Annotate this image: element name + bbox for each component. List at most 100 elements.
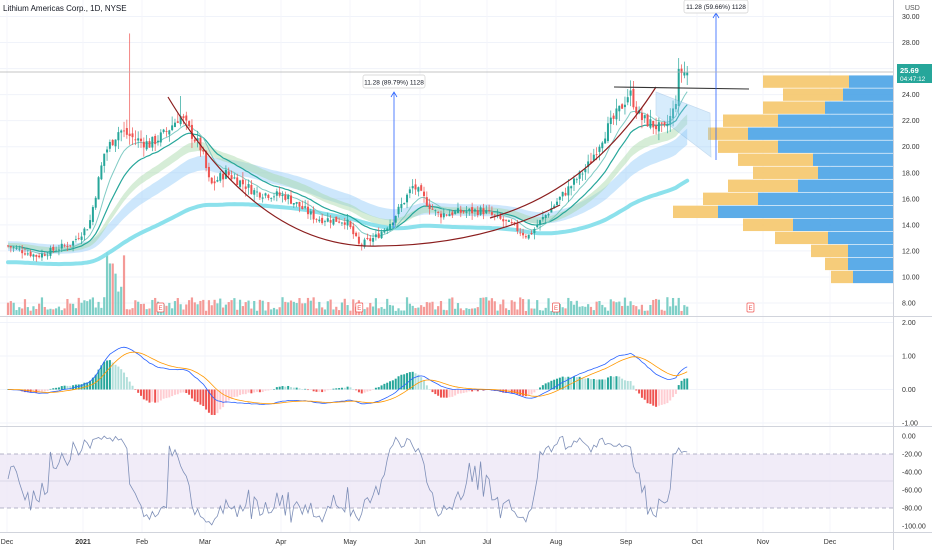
volume-bar (420, 305, 423, 315)
candle-body (154, 135, 157, 145)
macd-histogram-bar (134, 389, 137, 390)
macd-histogram-bar (657, 389, 660, 406)
candle-body (686, 72, 689, 76)
earnings-marker[interactable] (355, 302, 364, 313)
volume-bar (69, 303, 72, 315)
macd-histogram-bar (256, 389, 259, 392)
volume-bar (683, 305, 686, 315)
volume-bar (318, 301, 321, 315)
candle-body (306, 206, 309, 215)
williams-r-axis[interactable]: 0.00 -20.00 -40.00 -60.00 -80.00 -100.00 (902, 434, 926, 531)
volume-bar (91, 297, 94, 315)
volume-bar (504, 308, 508, 315)
macd-histogram-bar (527, 389, 530, 396)
volume-bar (71, 303, 75, 315)
macd-histogram-bar (202, 389, 205, 407)
measure-callout-right[interactable]: 11.28 (59.66%) 1128 (683, 0, 749, 14)
volume-bar (524, 310, 527, 315)
candle-body (456, 208, 459, 213)
candle-body (442, 213, 445, 218)
volume-bar (94, 307, 97, 315)
volume-bar (544, 307, 547, 315)
williams-r-pane[interactable] (0, 435, 893, 526)
macd-histogram-bar (123, 372, 126, 390)
macd-histogram-bar (383, 383, 386, 390)
candle-body (346, 219, 349, 226)
candle-body (372, 237, 375, 242)
macd-histogram-bar (640, 389, 643, 398)
candle-body (43, 254, 46, 256)
volume-bar (120, 286, 123, 315)
earnings-marker[interactable] (746, 302, 755, 313)
macd-histogram-bar (550, 380, 553, 390)
volume-profile-up-bar (673, 205, 718, 219)
candle-body (561, 191, 564, 197)
volume-bar (108, 263, 111, 315)
volume-bar (199, 300, 202, 315)
macd-histogram-bar (459, 389, 462, 394)
volume-bar (301, 303, 304, 315)
candle-body (403, 202, 406, 205)
earnings-marker[interactable] (156, 302, 165, 313)
time-axis[interactable]: Dec 2021 Feb Mar Apr May Jun Jul Aug Sep Oct Nov Dec (1, 539, 837, 546)
candle-body (609, 117, 612, 125)
volume-bar (176, 298, 179, 315)
macd-histogram-bar (244, 389, 247, 395)
price-axis[interactable]: USD 30.0028.0026.0024.0022.0020.0018.001… (902, 5, 920, 308)
volume-bar (97, 301, 100, 315)
volume-bar (686, 306, 689, 315)
volume-bar (411, 305, 414, 315)
candle-body (114, 139, 117, 147)
volume-bar (77, 297, 80, 315)
candle-body (329, 220, 332, 223)
candle-body (530, 233, 533, 234)
volume-bar (513, 301, 516, 315)
volume-bar (632, 305, 635, 315)
candle-body (357, 236, 360, 244)
candle-body (434, 210, 437, 212)
macd-histogram-bar (162, 389, 165, 399)
candlestick-series[interactable] (7, 33, 689, 262)
volume-bar (377, 308, 380, 315)
volume-bar (179, 304, 182, 315)
macd-histogram-bar (414, 373, 417, 390)
macd-histogram-bar (343, 387, 346, 390)
flag-pattern (655, 91, 712, 158)
volume-bar (386, 298, 389, 315)
volume-bar (403, 310, 406, 315)
candle-body (473, 209, 476, 212)
macd-axis[interactable]: 2.00 1.00 0.00 -1.00 (902, 320, 918, 428)
macd-histogram-bar (609, 376, 612, 390)
volume-profile-up-bar (831, 270, 853, 284)
macd-histogram-bar (680, 380, 683, 390)
macd-histogram-bar (52, 388, 55, 390)
macd-histogram-bar (598, 379, 601, 390)
volume-bar (615, 302, 618, 315)
macd-histogram-bar (561, 376, 564, 390)
volume-profile-up-bar (775, 231, 828, 245)
candle-body (340, 222, 343, 224)
candle-body (550, 208, 553, 213)
macd-histogram-bar (473, 389, 476, 391)
candle-body (649, 119, 652, 128)
macd-histogram-bar (389, 381, 392, 390)
volume-bar (338, 310, 341, 315)
volume-bar (626, 305, 629, 315)
macd-histogram-bar (23, 389, 26, 393)
volume-bar (171, 308, 174, 315)
macd-histogram-bar (578, 376, 581, 390)
candle-body (680, 68, 683, 74)
macd-histogram-bar (420, 377, 423, 390)
candle-body (49, 247, 52, 256)
volume-profile-down-bar (718, 205, 893, 219)
candle-body (125, 128, 128, 135)
macd-histogram-bar (284, 386, 287, 390)
volume-bar (18, 307, 21, 315)
measure-callout-left[interactable]: 11.28 (89.79%) 1128 (362, 74, 426, 89)
candle-body (632, 88, 635, 108)
volume-bar (182, 309, 185, 315)
earnings-marker[interactable] (552, 302, 560, 313)
macd-pane[interactable] (0, 322, 893, 424)
